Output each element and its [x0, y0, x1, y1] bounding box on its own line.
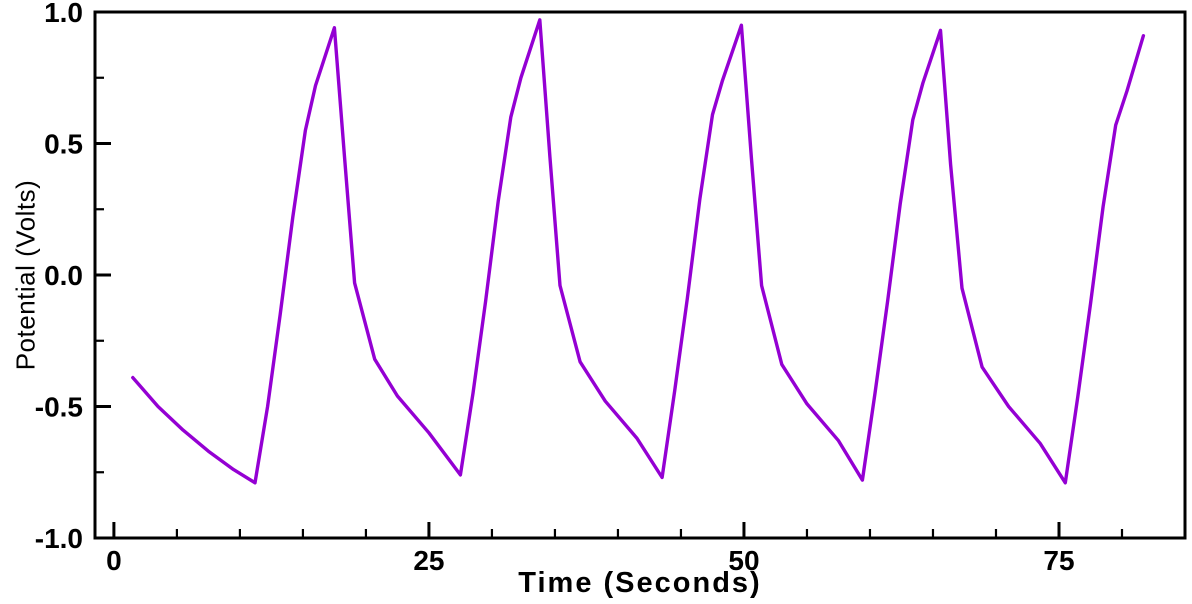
x-tick-label: 25: [413, 545, 444, 576]
y-tick-label: 0.0: [44, 260, 83, 291]
y-tick-label: 0.5: [44, 129, 83, 160]
x-tick-label: 75: [1043, 545, 1074, 576]
x-tick-label: 50: [728, 545, 759, 576]
y-tick-label: -0.5: [35, 392, 83, 423]
x-axis-title: Time (Seconds): [518, 567, 762, 599]
y-axis-title: Potential (Volts): [10, 179, 41, 371]
x-tick-label: 0: [106, 545, 122, 576]
series-line: [131, 18, 1146, 485]
y-tick-label: 1.0: [44, 0, 83, 28]
y-tick-label: -1.0: [35, 523, 83, 554]
